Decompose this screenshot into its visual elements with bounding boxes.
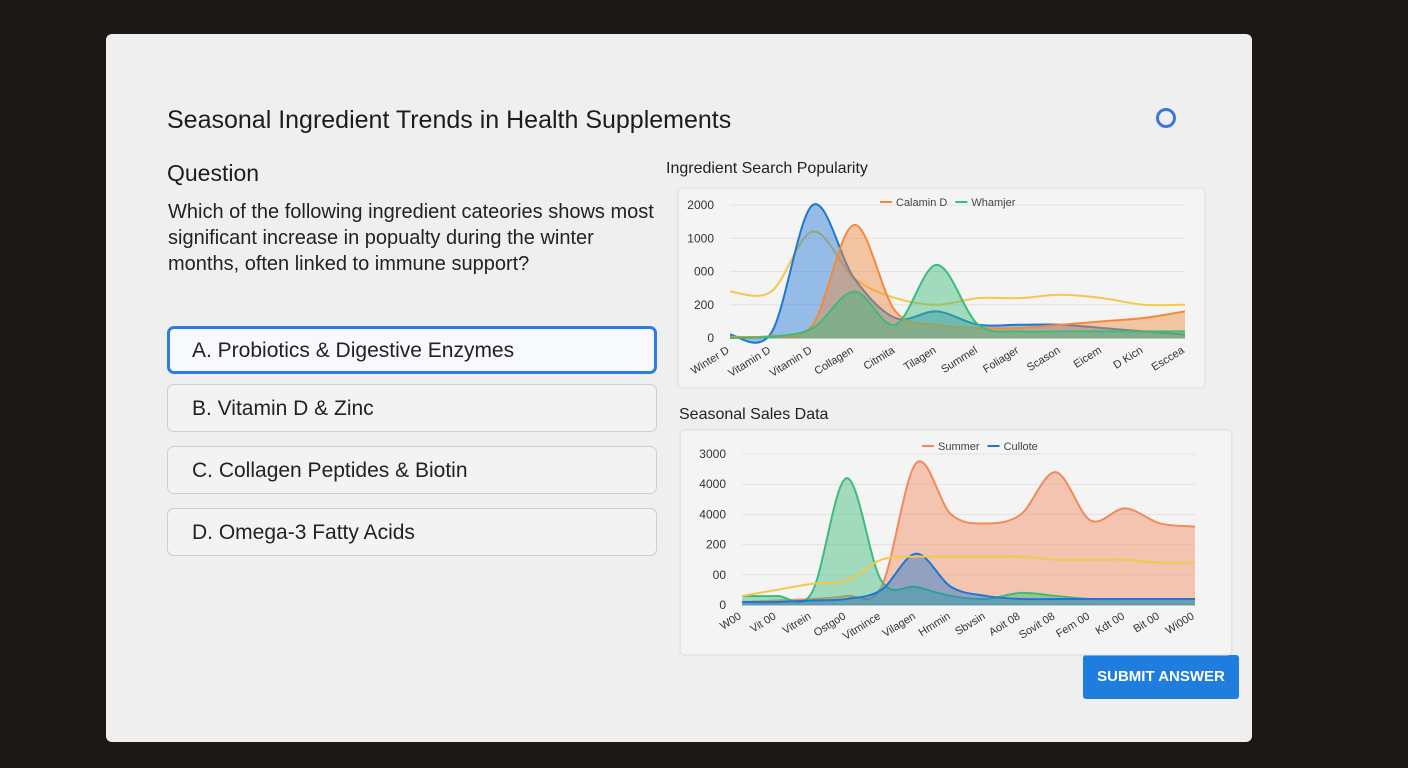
y-tick-label: 200 (694, 298, 714, 312)
chart-title: Ingredient Search Popularity (666, 160, 868, 177)
series-line (729, 263, 1185, 339)
y-tick-label: 3000 (699, 447, 726, 461)
series-line (729, 230, 1186, 307)
y-tick-label: 1000 (687, 231, 714, 245)
area-fill (742, 461, 1195, 605)
area-fill (730, 224, 1185, 338)
legend-label: Calamin D (896, 197, 947, 209)
submit-button[interactable]: SUBMIT ANSWER (1083, 655, 1239, 699)
answer-option[interactable]: A. Probiotics & Digestive Enzymes (167, 326, 657, 374)
answer-option[interactable]: B. Vitamin D & Zinc (167, 384, 657, 432)
y-tick-label: 200 (706, 538, 726, 552)
settings-icon[interactable] (1156, 108, 1176, 128)
series-line (729, 223, 1186, 339)
area-fill (742, 478, 1195, 605)
area-fill (730, 204, 1185, 343)
y-tick-label: 0 (707, 331, 714, 345)
y-tick-label: 00 (713, 568, 727, 582)
area-fill (730, 264, 1185, 338)
legend-label: Summer (938, 441, 980, 453)
chart-title: Seasonal Sales Data (679, 406, 829, 423)
answer-option[interactable]: C. Collagen Peptides & Biotin (167, 446, 657, 494)
question-heading: Question (167, 160, 260, 186)
series-line (741, 460, 1196, 603)
legend-label: Whamjer (971, 197, 1015, 209)
question-text: Which of the following ingredient cateor… (168, 201, 654, 275)
legend-label: Cullote (1004, 441, 1038, 453)
y-tick-label: 000 (694, 265, 714, 279)
answer-option[interactable]: D. Omega-3 Fatty Acids (167, 508, 657, 556)
series-line (741, 555, 1196, 597)
y-tick-label: 2000 (687, 198, 714, 212)
series-line (741, 552, 1195, 604)
y-tick-label: 4000 (699, 507, 726, 521)
y-tick-label: 0 (719, 598, 726, 612)
page-title: Seasonal Ingredient Trends in Health Sup… (167, 106, 732, 134)
y-tick-label: 4000 (699, 477, 726, 491)
series-line (729, 203, 1186, 344)
